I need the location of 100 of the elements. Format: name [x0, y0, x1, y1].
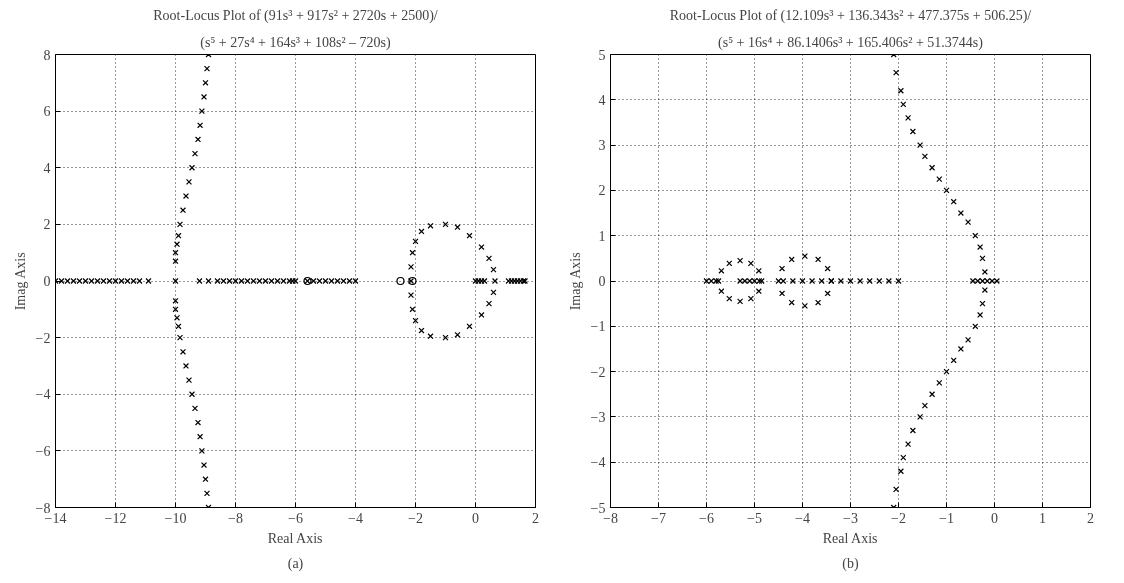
point	[194, 419, 202, 426]
point	[936, 176, 943, 183]
point	[196, 277, 203, 285]
point	[824, 290, 831, 297]
x-tick-label: −2	[891, 510, 906, 526]
point	[175, 323, 182, 330]
point	[194, 136, 202, 143]
y-tick-label: 8	[43, 47, 51, 63]
point	[909, 128, 916, 135]
x-tick-label: −3	[843, 510, 858, 526]
y-axis-title: Imag Axis	[567, 252, 583, 311]
y-tick-label: −8	[35, 500, 51, 516]
y-tick-label: −3	[590, 409, 606, 425]
point	[173, 314, 181, 321]
point	[175, 232, 182, 239]
y-tick-label: −4	[590, 455, 606, 471]
point	[885, 277, 892, 285]
point	[412, 317, 419, 324]
point	[172, 297, 179, 304]
point	[718, 288, 725, 295]
point	[409, 249, 416, 256]
point	[490, 289, 497, 296]
point	[747, 260, 754, 267]
point	[993, 277, 1000, 285]
point	[943, 187, 950, 194]
point	[747, 295, 754, 302]
x-tick-label: 0	[472, 510, 479, 526]
x-tick-label: −6	[699, 510, 714, 526]
chart-subtitle: (s⁵ + 27s⁴ + 164s³ + 108s² – 720s)	[200, 34, 392, 51]
point	[172, 306, 179, 313]
point	[490, 266, 497, 273]
point	[412, 238, 419, 245]
point	[788, 299, 795, 306]
point	[145, 277, 152, 285]
point	[179, 207, 187, 214]
point	[202, 79, 209, 86]
point	[185, 178, 193, 185]
point	[409, 306, 416, 313]
x-tick-label: −1	[939, 510, 954, 526]
x-tick-label: 0	[991, 510, 998, 526]
x-tick-label: 1	[1039, 510, 1046, 526]
point	[895, 277, 902, 285]
x-tick-label: −8	[228, 510, 243, 526]
point	[929, 391, 936, 398]
point	[442, 334, 449, 341]
y-tick-label: 5	[598, 47, 606, 63]
point	[203, 65, 211, 72]
point	[929, 164, 936, 171]
point	[407, 263, 415, 270]
point	[778, 265, 786, 272]
y-tick-label: 6	[43, 104, 51, 120]
point	[893, 69, 900, 76]
point	[176, 221, 184, 228]
y-tick-label: 0	[43, 274, 51, 289]
point	[191, 405, 199, 412]
point	[485, 300, 493, 307]
point	[466, 232, 473, 239]
x-axis-title: Real Axis	[822, 530, 878, 546]
point	[837, 277, 844, 285]
point	[789, 277, 796, 285]
x-tick-label: −5	[747, 510, 762, 526]
y-tick-label: −2	[590, 364, 606, 380]
chart-title: Root-Locus Plot of (12.109s³ + 136.343s² + 477.375s + 506.25)/	[669, 7, 1032, 24]
point	[799, 277, 806, 285]
x-tick-label: 2	[1087, 510, 1094, 526]
y-axis-title: Imag Axis	[12, 252, 28, 311]
point	[191, 150, 199, 157]
point	[921, 402, 928, 409]
y-tick-label: −5	[590, 500, 606, 516]
x-tick-label: −12	[104, 510, 127, 526]
point	[876, 277, 883, 285]
point	[188, 391, 196, 398]
y-tick-label: 2	[598, 183, 606, 199]
point	[396, 276, 405, 286]
point	[202, 476, 209, 483]
x-tick-label: −7	[651, 510, 666, 526]
x-tick-label: −4	[348, 510, 363, 526]
point	[203, 490, 211, 497]
x-tick-label: −2	[408, 510, 423, 526]
point	[897, 468, 904, 475]
y-tick-label: −2	[35, 330, 51, 346]
x-tick-label: −10	[164, 510, 187, 526]
point	[478, 243, 485, 251]
x-tick-label: 2	[532, 510, 539, 526]
point	[977, 243, 984, 251]
point	[172, 277, 179, 285]
point	[172, 258, 179, 265]
point	[466, 323, 473, 330]
point	[893, 486, 900, 493]
y-tick-label: −1	[590, 319, 606, 335]
point	[407, 292, 415, 299]
y-tick-label: 3	[598, 138, 606, 154]
point	[197, 433, 204, 440]
point	[943, 368, 950, 375]
point	[818, 277, 825, 285]
point	[921, 153, 928, 160]
point	[173, 241, 181, 248]
point	[172, 249, 179, 256]
point	[788, 256, 795, 263]
point	[847, 277, 854, 285]
